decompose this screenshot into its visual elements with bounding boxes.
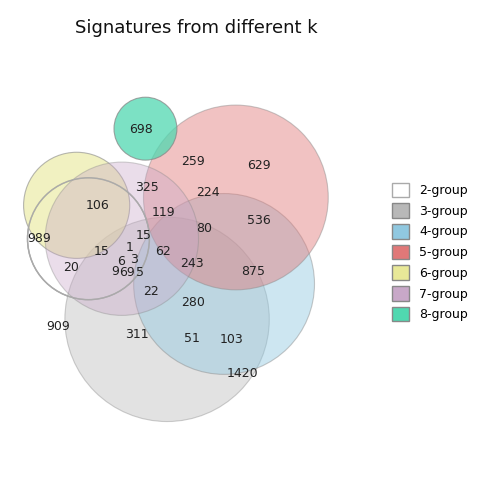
Text: 20: 20 [64,261,80,274]
Text: 51: 51 [184,332,200,345]
Text: 3: 3 [131,253,139,266]
Text: 536: 536 [247,214,271,227]
Text: 103: 103 [219,333,243,346]
Ellipse shape [144,105,328,290]
Text: Signatures from different k: Signatures from different k [75,19,318,37]
Text: 243: 243 [180,257,204,270]
Text: 875: 875 [241,265,266,278]
Text: 1420: 1420 [227,367,259,380]
Ellipse shape [65,217,269,421]
Text: 6: 6 [117,255,125,268]
Text: 22: 22 [144,285,159,297]
Text: 15: 15 [136,229,151,242]
Text: 224: 224 [196,186,219,199]
Text: 5: 5 [136,267,144,279]
Text: 311: 311 [125,328,149,341]
Legend: 2-group, 3-group, 4-group, 5-group, 6-group, 7-group, 8-group: 2-group, 3-group, 4-group, 5-group, 6-gr… [389,180,471,324]
Text: 119: 119 [151,206,175,219]
Text: 62: 62 [155,245,171,258]
Text: 698: 698 [129,123,153,137]
Text: 80: 80 [196,222,212,235]
Text: 259: 259 [181,155,205,168]
Text: 1: 1 [126,241,134,255]
Ellipse shape [24,152,130,259]
Ellipse shape [45,162,199,316]
Text: 9: 9 [112,265,119,278]
Ellipse shape [114,97,177,160]
Text: 909: 909 [46,320,70,333]
Text: 989: 989 [27,232,51,245]
Text: 69: 69 [119,267,135,279]
Text: 106: 106 [86,199,109,212]
Text: 280: 280 [181,296,205,309]
Ellipse shape [134,194,314,374]
Text: 629: 629 [247,159,271,172]
Text: 325: 325 [136,181,159,194]
Text: 15: 15 [93,245,109,258]
